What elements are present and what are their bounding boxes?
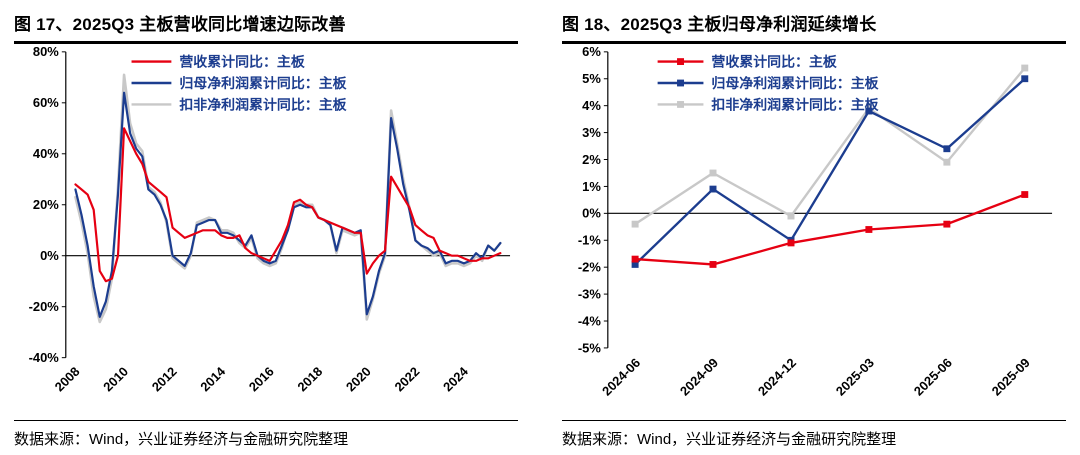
figure-18-source: 数据来源：Wind，兴业证券经济与金融研究院整理 [562, 420, 1066, 449]
svg-text:-1%: -1% [578, 233, 602, 248]
svg-text:营收累计同比：主板: 营收累计同比：主板 [179, 54, 305, 70]
svg-text:5%: 5% [582, 71, 601, 86]
figure-18-chart-area: -5% -4% -3% -2% -1% 0% 1% 2% 3% 4% 5% 6% 2024-06 2024… [562, 44, 1066, 420]
svg-text:2012: 2012 [149, 364, 180, 394]
svg-text:2020: 2020 [343, 364, 374, 394]
figure-18-title: 图 18、2025Q3 主板归母净利润延续增长 [562, 8, 1066, 44]
svg-text:-3%: -3% [578, 287, 602, 302]
svg-text:2024-12: 2024-12 [755, 355, 799, 398]
svg-text:0%: 0% [40, 248, 59, 263]
svg-text:-4%: -4% [578, 314, 602, 329]
svg-text:-5%: -5% [578, 340, 602, 355]
svg-text:2016: 2016 [246, 364, 277, 394]
svg-text:2%: 2% [582, 152, 601, 167]
svg-text:2025-06: 2025-06 [911, 355, 955, 398]
svg-text:-40%: -40% [29, 350, 60, 365]
figure-18-line-chart: -5% -4% -3% -2% -1% 0% 1% 2% 3% 4% 5% 6% 2024-06 2024… [578, 46, 1053, 398]
svg-text:4%: 4% [582, 98, 601, 113]
svg-text:20%: 20% [33, 197, 60, 212]
svg-text:营收累计同比：主板: 营收累计同比：主板 [711, 54, 837, 70]
figure-17-chart-area: -40% -20% 0% 20% 40% 60% 80% 2008 2010 2012 2014 20… [14, 44, 518, 420]
svg-text:2024-06: 2024-06 [599, 355, 643, 398]
svg-text:扣非净利润累计同比：主板: 扣非净利润累计同比：主板 [711, 96, 878, 112]
figure-17-source: 数据来源：Wind，兴业证券经济与金融研究院整理 [14, 420, 518, 449]
svg-text:2024-09: 2024-09 [677, 355, 721, 398]
svg-text:80%: 80% [33, 46, 60, 59]
figure-17-title: 图 17、2025Q3 主板营收同比增速边际改善 [14, 8, 518, 44]
svg-text:归母净利润累计同比：主板: 归母净利润累计同比：主板 [711, 75, 878, 91]
svg-text:2010: 2010 [100, 364, 131, 394]
svg-text:1%: 1% [582, 179, 601, 194]
svg-text:60%: 60% [33, 95, 60, 110]
svg-text:40%: 40% [33, 146, 60, 161]
svg-text:3%: 3% [582, 125, 601, 140]
figure-17-panel: 图 17、2025Q3 主板营收同比增速边际改善 -40% -20% 0% 20% 40… [14, 8, 518, 449]
svg-text:2014: 2014 [197, 363, 229, 394]
svg-text:2025-09: 2025-09 [989, 355, 1033, 398]
svg-text:-2%: -2% [578, 260, 602, 275]
svg-text:2018: 2018 [294, 364, 325, 394]
svg-text:2022: 2022 [391, 364, 422, 394]
svg-text:0%: 0% [582, 206, 601, 221]
figure-17-line-chart: -40% -20% 0% 20% 40% 60% 80% 2008 2010 2012 2014 20… [29, 46, 511, 394]
svg-text:归母净利润累计同比：主板: 归母净利润累计同比：主板 [179, 75, 346, 91]
svg-text:2024: 2024 [440, 363, 472, 394]
figure-18-panel: 图 18、2025Q3 主板归母净利润延续增长 -5% -4% -3% -2% -1% 0… [562, 8, 1066, 449]
svg-text:扣非净利润累计同比：主板: 扣非净利润累计同比：主板 [179, 96, 346, 112]
svg-text:2008: 2008 [52, 364, 83, 394]
svg-text:2025-03: 2025-03 [833, 355, 877, 398]
svg-text:-20%: -20% [29, 299, 60, 314]
svg-text:6%: 6% [582, 46, 601, 59]
